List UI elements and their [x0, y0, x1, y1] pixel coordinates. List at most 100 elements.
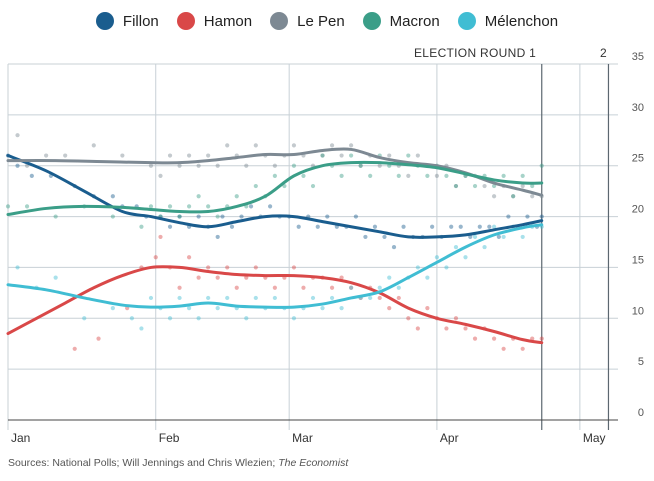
poll-dot-macron	[186, 204, 192, 209]
poll-dot-lepen	[406, 173, 411, 178]
poll-dot-mlenchon	[129, 316, 135, 321]
legend-label-fillon: Fillon	[122, 12, 159, 30]
poll-dot-hamon	[215, 275, 220, 280]
poll-dot-lepen	[339, 153, 344, 158]
poll-dot-fillon	[363, 234, 368, 240]
poll-dot-mlenchon	[225, 295, 230, 301]
legend-swatch-fillon	[95, 12, 114, 30]
poll-dot-hamon	[206, 265, 211, 270]
poll-dot-hamon	[301, 285, 306, 290]
poll-dot-macron	[358, 163, 363, 168]
legend-item-macron: Macron	[362, 12, 440, 30]
poll-dot-hamon	[196, 275, 201, 280]
poll-dot-hamon	[530, 336, 535, 341]
poll-dot-lepen	[358, 163, 363, 168]
legend-label-lepen: Le Pen	[297, 12, 345, 30]
poll-dot-mlenchon	[148, 295, 154, 301]
poll-dot-mlenchon	[349, 285, 354, 290]
poll-dot-lepen	[91, 143, 96, 148]
poll-dot-mlenchon	[244, 316, 249, 321]
poll-dot-mlenchon	[186, 306, 192, 311]
poll-dot-mlenchon	[310, 295, 316, 301]
poll-dot-macron	[24, 204, 30, 209]
poll-dot-lepen	[167, 153, 173, 158]
poll-dot-hamon	[415, 326, 420, 331]
poll-dot-macron	[139, 224, 144, 229]
poll-dot-fillon	[315, 224, 320, 229]
poll-dot-fillon	[496, 234, 501, 240]
poll-dot-macron	[491, 183, 497, 189]
poll-dot-hamon	[291, 265, 297, 270]
poll-dot-mlenchon	[291, 316, 297, 321]
legend: Fillon Hamon Le Pen Macron Mélenchon	[0, 12, 654, 30]
poll-dot-lepen	[186, 153, 192, 158]
poll-dot-mlenchon	[339, 306, 344, 311]
poll-dot-mlenchon	[368, 295, 373, 301]
poll-dot-hamon	[520, 346, 525, 351]
poll-dot-mlenchon	[272, 295, 277, 301]
poll-dot-mlenchon	[167, 316, 173, 321]
poll-dot-lepen	[377, 163, 382, 168]
poll-dot-fillon	[391, 244, 397, 250]
poll-dot-fillon	[353, 214, 358, 219]
poll-dot-lepen	[44, 153, 49, 158]
poll-dot-macron	[368, 173, 373, 178]
y-tick-label: 5	[638, 356, 644, 368]
legend-item-hamon: Hamon	[176, 12, 252, 30]
poll-dot-lepen	[434, 173, 440, 178]
poll-dot-mlenchon	[320, 306, 325, 311]
legend-item-fillon: Fillon	[95, 12, 159, 30]
poll-dot-lepen	[148, 163, 154, 168]
poll-dot-fillon	[539, 214, 544, 219]
poll-dot-mlenchon	[139, 326, 144, 331]
poll-dot-lepen	[158, 173, 163, 178]
poll-dot-macron	[148, 204, 154, 209]
poll-dot-macron	[530, 183, 535, 189]
legend-swatch-macron	[362, 12, 381, 30]
poll-dot-lepen	[453, 183, 459, 189]
poll-dot-fillon	[177, 214, 182, 219]
poll-dot-lepen	[244, 163, 249, 168]
poll-dot-hamon	[339, 275, 344, 280]
poll-dot-fillon	[525, 214, 530, 219]
source-text: Sources: National Polls; Will Jennings a…	[8, 457, 276, 469]
poll-dot-macron	[167, 204, 173, 209]
poll-dot-macron	[215, 214, 220, 219]
poll-dot-hamon	[186, 255, 192, 260]
poll-dot-macron	[5, 204, 11, 209]
poll-dot-mlenchon	[463, 255, 468, 260]
poll-dot-macron	[444, 173, 449, 178]
y-tick-label: 35	[632, 51, 644, 63]
poll-dot-hamon	[158, 234, 163, 240]
poll-dot-lepen	[63, 153, 68, 158]
poll-dot-hamon	[425, 306, 430, 311]
poll-dot-hamon	[463, 326, 468, 331]
poll-dot-fillon	[449, 224, 454, 229]
poll-dot-hamon	[96, 336, 101, 341]
legend-item-lepen: Le Pen	[270, 12, 345, 30]
poll-dot-fillon	[458, 224, 463, 229]
poll-dot-macron	[301, 173, 306, 178]
poll-dot-hamon	[225, 265, 230, 270]
poll-dot-fillon	[296, 224, 301, 229]
poll-dot-mlenchon	[253, 295, 258, 301]
poll-dot-hamon	[387, 306, 392, 311]
poll-dot-mlenchon	[15, 265, 20, 270]
poll-dot-lepen	[520, 183, 525, 189]
poll-dot-mlenchon	[215, 306, 220, 311]
poll-dot-lepen	[15, 133, 20, 138]
x-tick-label: Jan	[11, 431, 30, 445]
poll-dot-macron	[234, 194, 239, 199]
poll-dot-macron	[339, 173, 344, 178]
poll-dot-fillon	[477, 224, 482, 229]
poll-dot-macron	[501, 173, 506, 178]
poll-dot-lepen	[177, 163, 182, 168]
poll-dot-fillon	[487, 224, 492, 229]
poll-dot-lepen	[196, 163, 201, 168]
legend-item-mlenchon: Mélenchon	[457, 12, 558, 30]
poll-dot-mlenchon	[387, 275, 392, 280]
poll-dot-mlenchon	[453, 244, 459, 250]
poll-dot-hamon	[153, 255, 158, 260]
poll-dot-hamon	[501, 346, 506, 351]
